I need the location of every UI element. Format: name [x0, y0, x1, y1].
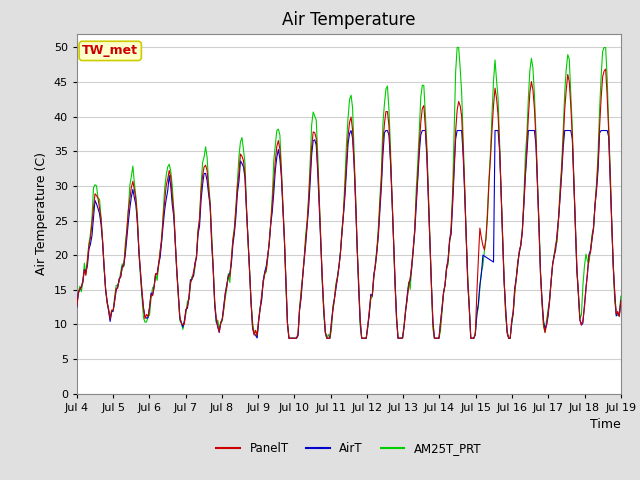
AM25T_PRT: [453, 45, 461, 50]
PanelT: [312, 136, 320, 142]
AM25T_PRT: [617, 293, 625, 299]
AM25T_PRT: [73, 300, 81, 306]
PanelT: [617, 298, 625, 304]
Y-axis label: Air Temperature (C): Air Temperature (C): [35, 152, 48, 275]
Line: PanelT: PanelT: [77, 69, 621, 338]
AM25T_PRT: [589, 225, 597, 231]
Text: TW_met: TW_met: [82, 44, 138, 58]
Line: AirT: AirT: [77, 131, 621, 338]
AirT: [253, 335, 261, 341]
PanelT: [262, 267, 270, 273]
AM25T_PRT: [253, 334, 261, 340]
AM25T_PRT: [235, 154, 243, 159]
AM25T_PRT: [140, 315, 147, 321]
X-axis label: Time: Time: [590, 418, 621, 431]
AirT: [617, 298, 625, 304]
PanelT: [140, 305, 147, 311]
AirT: [235, 179, 243, 184]
AirT: [73, 304, 81, 310]
Line: AM25T_PRT: AM25T_PRT: [77, 48, 621, 338]
PanelT: [285, 336, 292, 341]
PanelT: [253, 332, 261, 338]
AirT: [312, 142, 320, 148]
AirT: [285, 336, 292, 341]
AM25T_PRT: [285, 336, 292, 341]
PanelT: [235, 170, 243, 176]
Title: Air Temperature: Air Temperature: [282, 11, 415, 29]
Legend: PanelT, AirT, AM25T_PRT: PanelT, AirT, AM25T_PRT: [212, 437, 486, 460]
AirT: [348, 128, 355, 133]
AirT: [262, 264, 270, 269]
AM25T_PRT: [312, 117, 320, 123]
PanelT: [602, 66, 609, 72]
PanelT: [588, 236, 596, 242]
AirT: [140, 305, 147, 311]
AM25T_PRT: [262, 269, 270, 275]
PanelT: [73, 304, 81, 310]
AirT: [589, 226, 597, 232]
